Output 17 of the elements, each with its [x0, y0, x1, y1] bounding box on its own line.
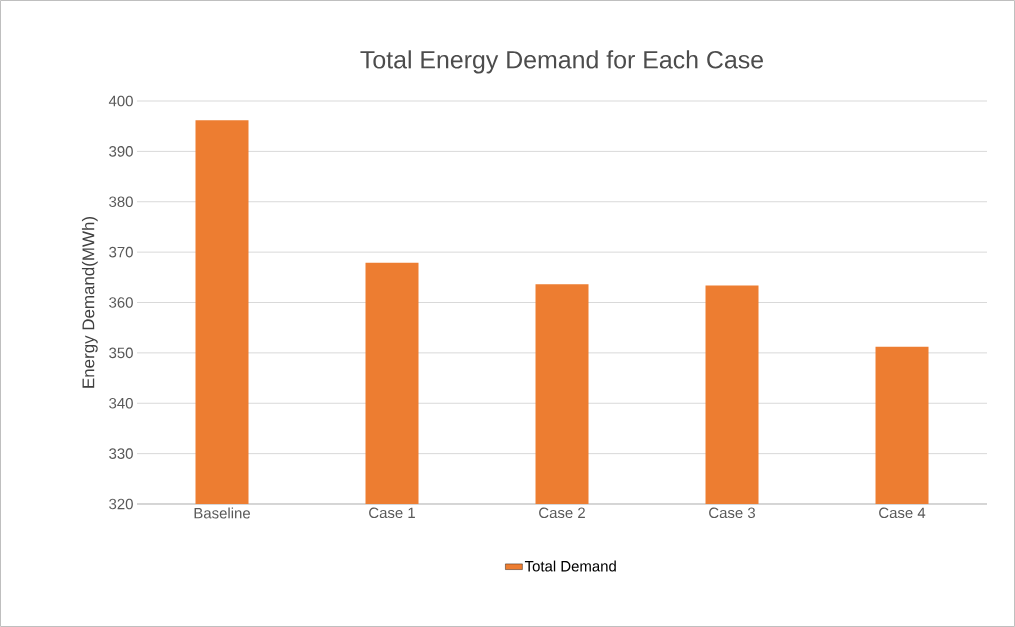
y-axis-title: Energy Demand(MWh)	[81, 216, 98, 388]
x-tick-label: Case 4	[879, 507, 926, 519]
y-tick-label: 330	[109, 448, 133, 459]
y-tick-label: 340	[109, 397, 133, 409]
x-tick-label: Case 2	[539, 507, 585, 519]
x-tick-label: Baseline	[194, 507, 250, 519]
chart-title: Total Energy Demand for Each Case	[360, 50, 763, 74]
x-tick-label: Case 1	[369, 507, 415, 519]
y-tick-label: 360	[109, 297, 133, 308]
y-tick-label: 320	[109, 498, 133, 510]
y-tick-label: 380	[109, 196, 133, 208]
y-tick-label: 370	[109, 246, 133, 258]
y-tick-label: 350	[109, 347, 133, 359]
x-tick-label: Case 3	[709, 507, 756, 519]
y-tick-label: 390	[109, 146, 133, 157]
y-tick-label: 400	[108, 95, 133, 107]
legend-label: Total Demand	[524, 560, 616, 572]
